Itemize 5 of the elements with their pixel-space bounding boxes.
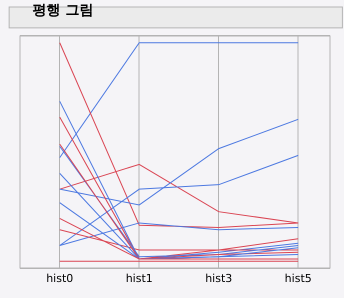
x-tick-label: hist0 [46,272,74,286]
chart-title: 평행 그림 [32,2,94,18]
x-tick-label: hist1 [126,272,153,286]
x-tick-label: hist5 [284,272,312,286]
x-tick-label: hist3 [205,272,232,286]
